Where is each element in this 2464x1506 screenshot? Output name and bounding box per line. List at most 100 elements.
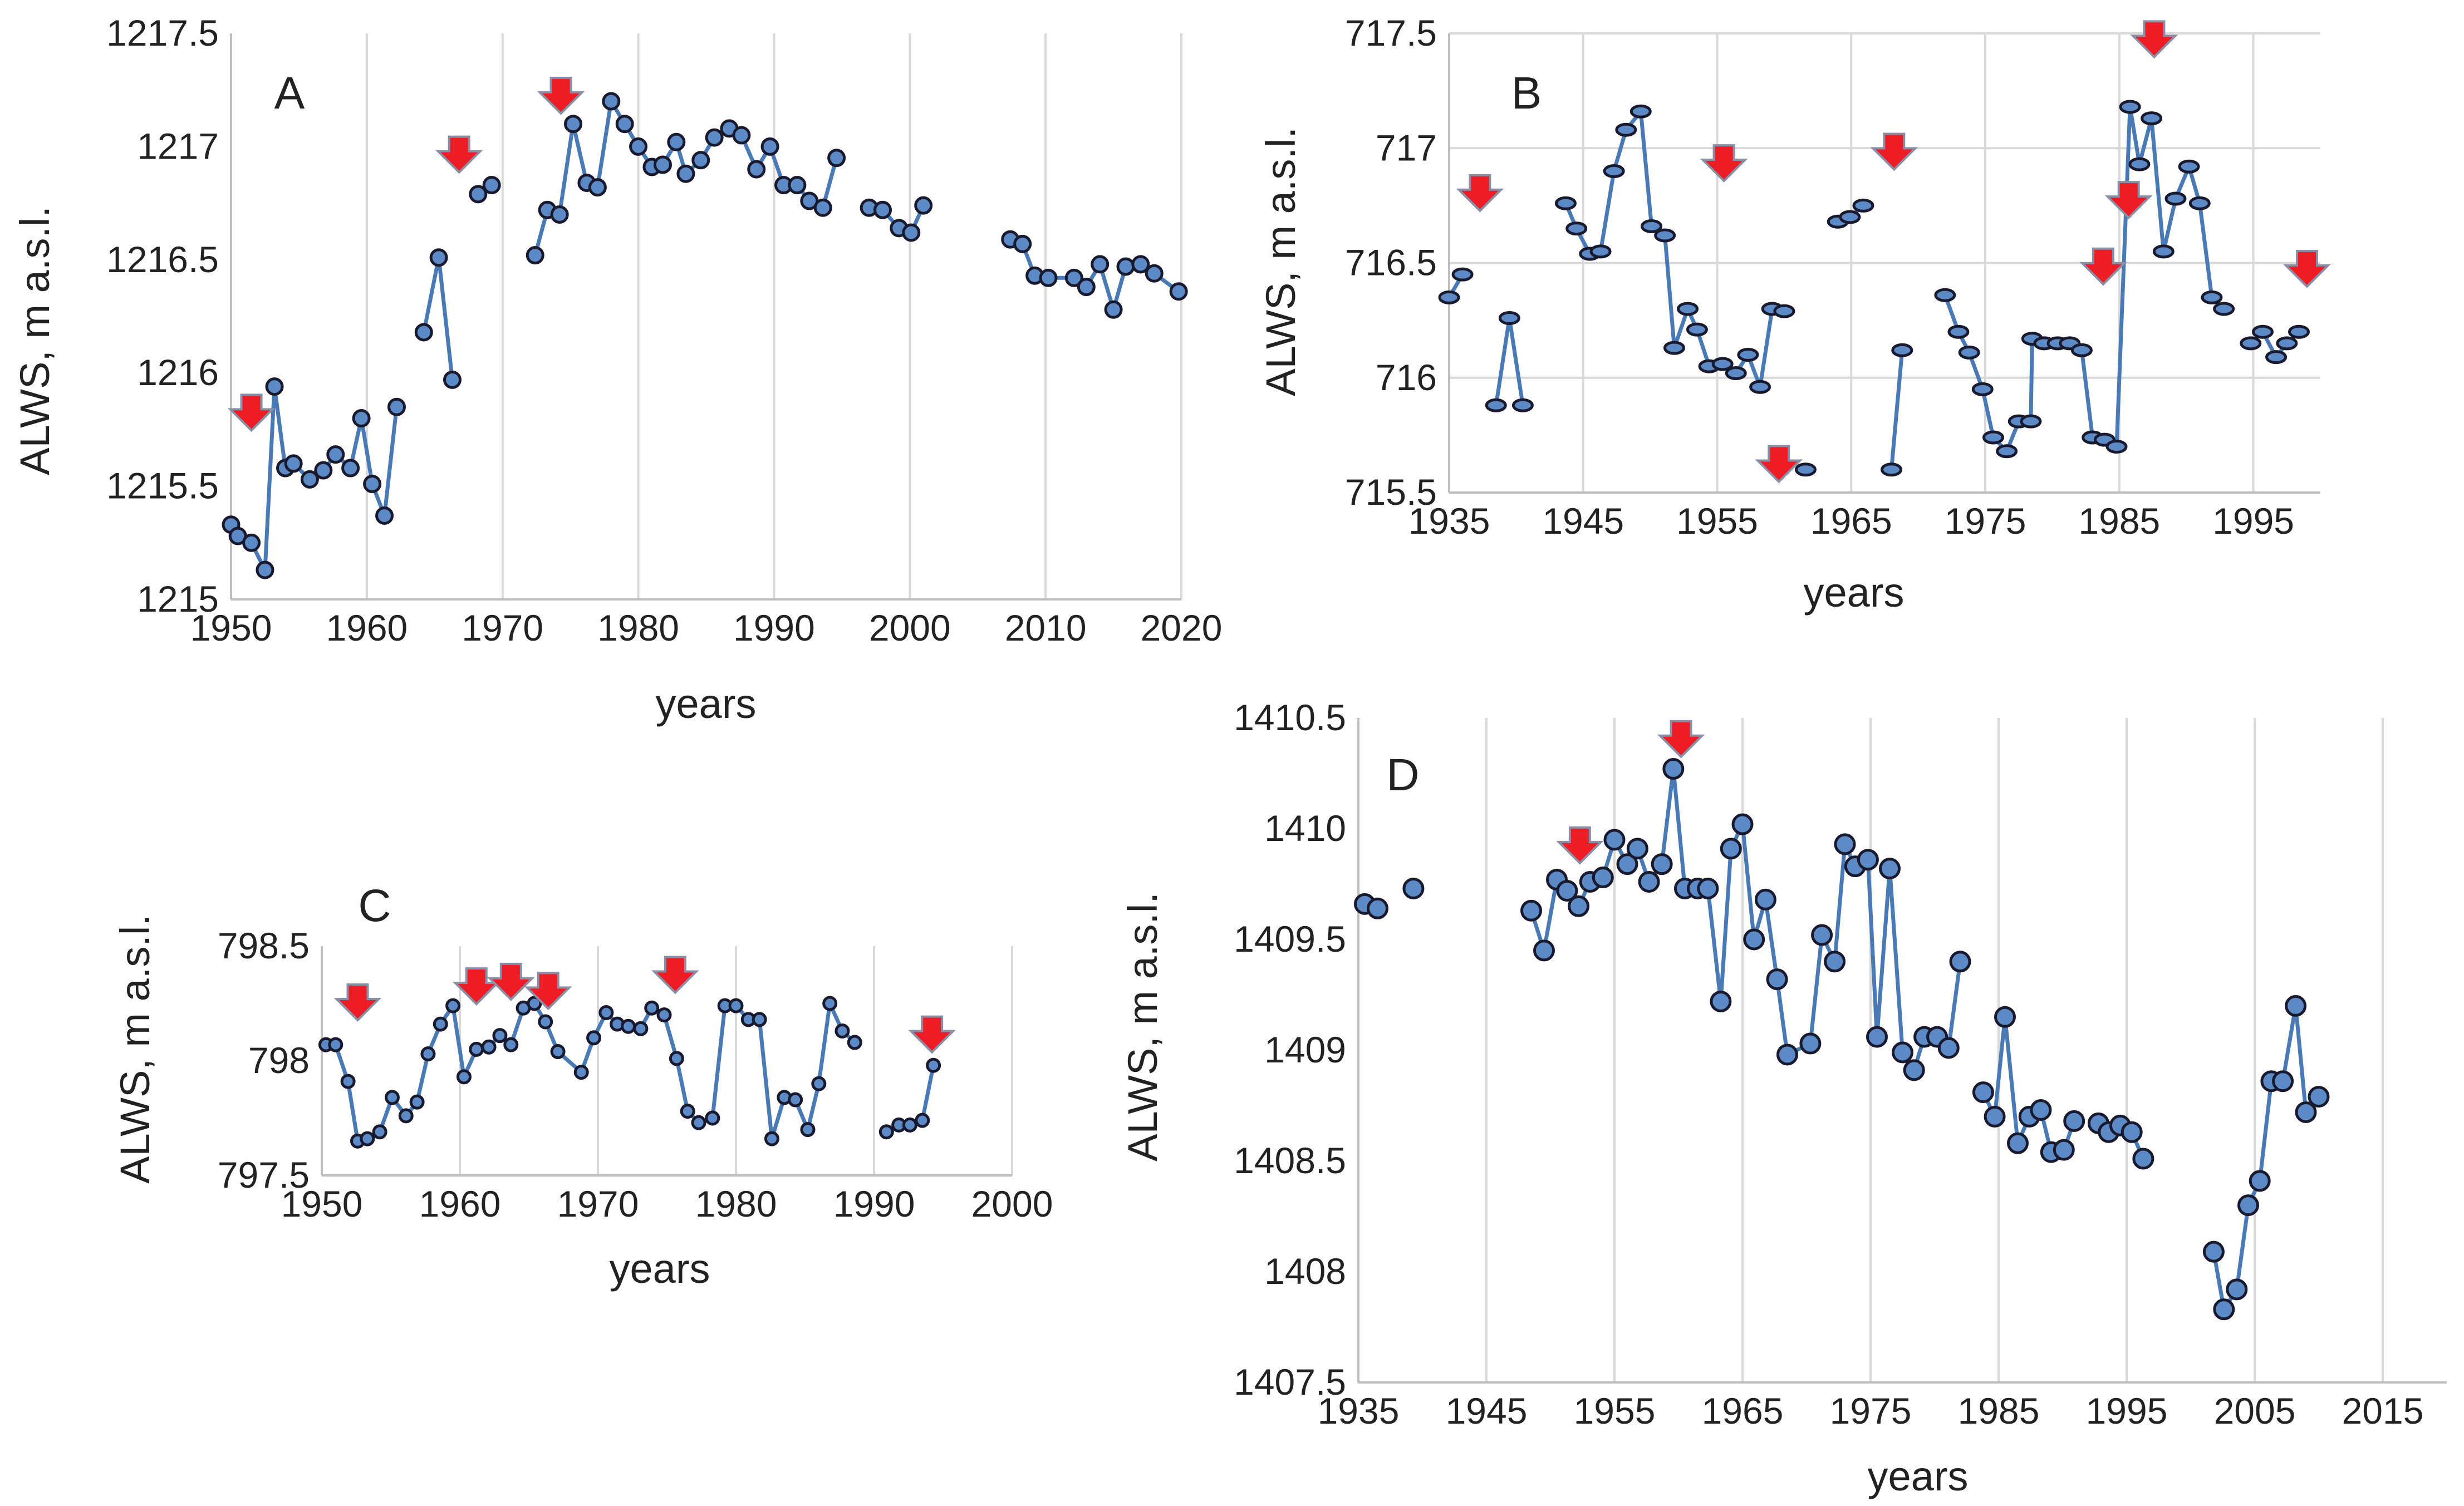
panel-b-data-point [1641, 219, 1663, 233]
panel-d-x-tick-label: 1965 [1702, 1390, 1784, 1431]
panel-a-y-axis-title: ALWS, m a.s.l. [12, 206, 58, 475]
panel-c-event-arrow-icon [908, 1015, 956, 1054]
panel-b-data-point [1629, 104, 1652, 119]
panel-c-data-point [340, 1074, 356, 1089]
panel-a-data-point [242, 533, 261, 552]
panel-d-data-point [2121, 1121, 2143, 1143]
panel-a-data-point [1145, 264, 1164, 283]
panel-b-data-point [2152, 244, 2175, 259]
panel-c-arrows [333, 956, 956, 1054]
panel-b-data-point [1654, 228, 1676, 243]
panel-a-data-point [265, 377, 284, 396]
panel-c-data-point [573, 1065, 589, 1080]
panel-b-x-tick-label: 1975 [1945, 500, 2026, 542]
panel-a-data-point [629, 137, 648, 156]
panel-d-data-point [1603, 829, 1626, 851]
panel-c-y-tick-label: 798 [248, 1040, 310, 1081]
panel-b-x-tick-label: 1955 [1676, 500, 1758, 542]
panel-a-grid [230, 33, 1182, 599]
panel-a-x-tick-label: 2000 [869, 607, 951, 648]
panel-c-data-point [621, 1018, 636, 1034]
panel-b-data-point [2164, 191, 2187, 206]
panel-d-data-point [1949, 951, 1971, 973]
panel-a-y-tick-label: 1215.5 [106, 465, 219, 506]
panel-c-data-point [811, 1076, 827, 1091]
panel-a-data-point [760, 137, 779, 156]
panel-a-data-point [550, 205, 569, 224]
panel-c-data-point [680, 1104, 695, 1119]
panel-d-data-point [1731, 813, 1754, 835]
panel-a-data-point [705, 128, 724, 147]
panel-c-data-point [469, 1041, 484, 1057]
panel-c-data-point [503, 1037, 519, 1052]
panel-d-data-point [1568, 895, 1590, 917]
panel-d-y-axis-title: ALWS, m a.s.l. [1120, 892, 1166, 1162]
panel-d-data-point [1720, 838, 1742, 860]
panel-a-data-point [414, 323, 433, 342]
panel-d-data-point [1402, 877, 1425, 899]
panel-d-arrows [1556, 720, 1705, 865]
panel-d-data-point [1662, 758, 1685, 780]
panel-b-data-point [1511, 398, 1534, 412]
panel-b-data-point [2020, 414, 2042, 429]
panel-d-data-point [1520, 899, 1542, 922]
panel-b-arrows [1456, 20, 2331, 484]
panel-b-event-arrow-icon [1755, 445, 1803, 484]
panel-b-data-point [2213, 302, 2235, 316]
panel-a-data-point [676, 164, 695, 183]
panel-a-data-point [300, 470, 319, 489]
panel-b-data-point [1677, 302, 1699, 316]
panel-d-data-point [1799, 1032, 1822, 1055]
panel-a-series [229, 99, 1180, 572]
panel-b-data-point [2251, 324, 2274, 339]
panel-d-data-point [1638, 871, 1660, 893]
panel-d-axes: 1935 1945 1955 1965 1975 1985 1995 2005 2015 1407… [1234, 697, 2447, 1431]
panel-b-data-point [2276, 336, 2298, 351]
panel-c-event-arrow-icon [487, 962, 535, 1001]
panel-a-labels: A years ALWS, m a.s.l. [12, 68, 756, 727]
panel-d-data-point [1616, 853, 1638, 875]
panel-b-data-point [1711, 357, 1734, 371]
panel-d-data-point [1710, 990, 1732, 1012]
panel-c-data-point [420, 1046, 436, 1062]
panel-c-data-point [669, 1051, 684, 1066]
panel-d-data-point [1766, 968, 1788, 991]
panel-b-data-point [2178, 159, 2200, 174]
panel-b-event-arrow-icon [1870, 132, 1918, 171]
panel-c-data-point [328, 1037, 343, 1052]
panel-d-data-point [1984, 1105, 2006, 1128]
panel-a-data-point [788, 176, 807, 195]
panel-c-data-point [705, 1110, 720, 1126]
panel-b-event-arrow-icon [2104, 181, 2153, 219]
panel-a-data-point [1064, 268, 1083, 287]
panel-a-axes: 1950 1960 1970 1980 1990 2000 2010 2020 1215 1215… [106, 12, 1222, 648]
panel-a-points [222, 92, 1188, 579]
panel-b-y-tick-label: 716.5 [1345, 242, 1437, 283]
panel-d-x-tick-label: 1945 [1446, 1390, 1528, 1431]
panel-c-data-point [902, 1117, 917, 1133]
panel-b-x-tick-label: 1945 [1542, 500, 1624, 542]
panel-d-points [1354, 758, 2330, 1321]
panel-a-data-point [653, 155, 672, 174]
panel-d-data-point [2249, 1170, 2271, 1192]
panel-d-y-tick-label: 1409.5 [1234, 918, 1346, 959]
panel-b-event-arrow-icon [2283, 249, 2331, 288]
panel-b-data-point [1971, 382, 1994, 396]
panel-b-series-line-1 [1494, 316, 1525, 406]
panel-b-series-line-5 [1889, 350, 1905, 470]
panel-b-letter: B [1511, 68, 1542, 119]
panel-d-data-point [2285, 995, 2307, 1017]
panel-b-y-tick-label: 716 [1376, 357, 1437, 398]
panel-d-data-point [1626, 838, 1648, 860]
panel-c-y-tick-label: 797.5 [218, 1154, 310, 1195]
panel-c-data-point [445, 998, 461, 1013]
panel-d-y-tick-label: 1408 [1264, 1251, 1346, 1292]
panel-d-data-point [1533, 939, 1555, 962]
panel-a-data-point [482, 176, 501, 195]
panel-b-data-point [1749, 380, 1771, 394]
panel-c-data-point [752, 1012, 767, 1027]
panel-b-data-point [1438, 290, 1460, 304]
panel-a-data-point [443, 370, 462, 389]
panel-d-data-point [1903, 1059, 1925, 1081]
panel-a-data-point [326, 445, 345, 464]
